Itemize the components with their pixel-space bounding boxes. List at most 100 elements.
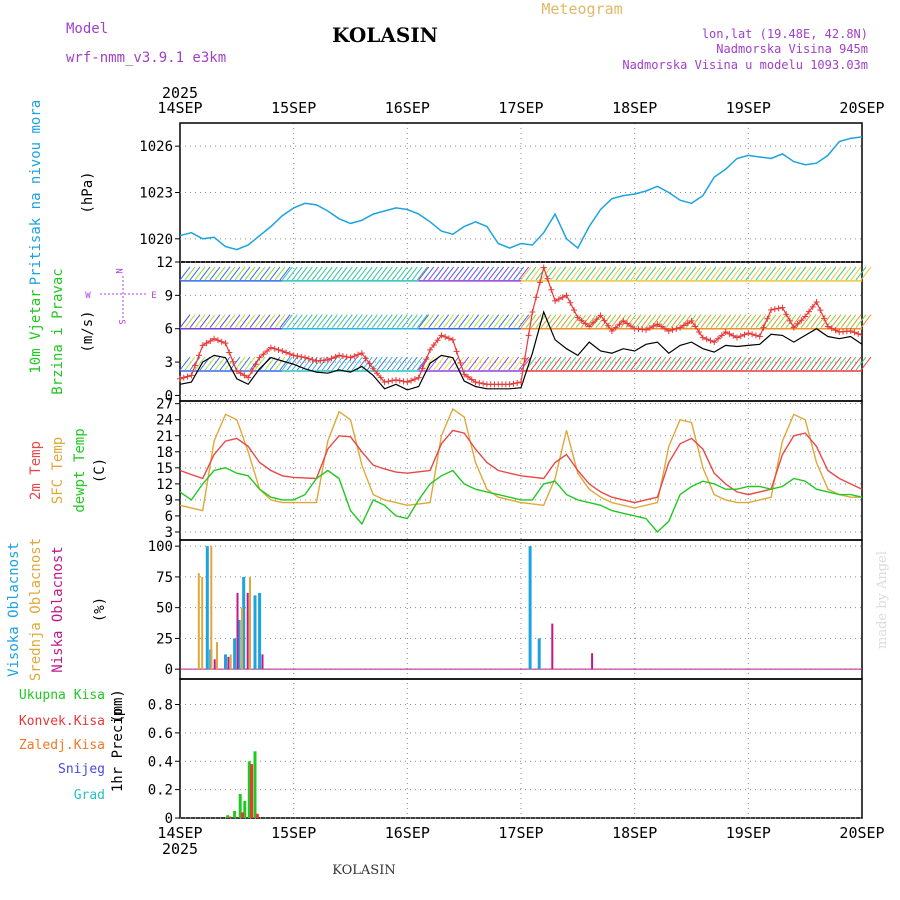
x-tick-label-top: 19SEP [726,99,771,117]
gust-marker [233,367,240,374]
y-tick-label: 0 [165,388,173,404]
gust-marker [665,327,672,334]
gust-marker [449,336,456,343]
wind-barb [730,356,742,371]
wind-barb [775,314,787,329]
gust-marker [832,327,839,334]
wind-barb [214,356,226,371]
gust-marker [430,342,437,349]
wind-barb [386,266,398,281]
wind-barb [411,266,423,281]
gust-marker [787,317,794,324]
y-axis-label: (hPa) [80,171,96,213]
wind-barb [730,266,742,281]
wind-barb [550,266,562,281]
wind-barb [810,266,822,281]
wind-barb [281,314,293,329]
wind-barb [840,314,852,329]
y-axis-label: Niska Oblacnost [50,546,66,672]
year-top: 2025 [162,84,198,102]
wind-barb [560,356,572,371]
y-tick-label: 100 [148,539,173,555]
precip-bar [233,810,237,818]
gust-marker [722,329,729,336]
gust-marker [237,370,244,377]
wind-barb [605,266,617,281]
compass-rose: N W E S [85,268,156,324]
legend-conv-precip: Konvek.Kisa [19,714,105,729]
wind-barb [346,356,358,371]
wind-barb [194,356,206,371]
cloud-bar [236,592,239,670]
gust-marker [324,356,331,363]
gust-marker [790,324,797,331]
credit-text: made by Angel [875,551,890,649]
wind-barb [700,356,712,371]
gust-marker [730,332,737,339]
wind-barb [810,356,822,371]
wind-barb [815,356,827,371]
wind-barb [700,314,712,329]
wind-barb [274,356,286,371]
wind-barb [423,266,435,281]
wind-barb [670,266,682,281]
wind-barb [790,356,802,371]
gust-marker [518,379,524,386]
gust-marker [252,361,259,368]
wind-barb [341,266,353,281]
wind-barb [179,314,191,329]
wind-barb [448,314,460,329]
wind-barb [795,356,807,371]
wind-barb [269,356,281,371]
wind-barb [508,314,520,329]
wind-barb [630,266,642,281]
wind-barb [640,356,652,371]
gust-marker [624,320,631,327]
wind-barb [850,356,862,371]
gust-marker [745,330,752,337]
gust-marker [480,380,487,387]
wind-barb [219,356,231,371]
cloud-bar [213,659,216,670]
wind-barb [518,266,530,281]
wind-barb [291,356,303,371]
gust-marker [385,378,392,385]
y-axis-label: (m/s) [80,310,96,352]
wind-barb [785,356,797,371]
wind-barb [381,266,393,281]
wind-barb [433,314,445,329]
cloud-bar [224,654,227,670]
wind-barb [645,314,657,329]
wind-barb [478,356,490,371]
wind-barb [254,314,266,329]
wind-barb [825,356,837,371]
wind-barb [498,266,510,281]
wind-barb [735,356,747,371]
wind-barb [620,356,632,371]
gust-marker [332,353,339,360]
wind-barb [269,266,281,281]
gust-marker [601,317,608,324]
elevation-text: Nadmorska Visina 945m [716,42,868,56]
gust-marker [525,332,532,339]
wind-barb [428,356,440,371]
wind-barb [229,356,241,371]
cloud-bar [229,654,232,670]
wind-barb [650,356,662,371]
wind-barb [443,266,455,281]
wind-barb [443,314,455,329]
wind-barb [725,266,737,281]
gust-marker [305,355,312,362]
gust-marker [548,286,555,293]
wind-barb [391,356,403,371]
wind-barb [860,356,872,371]
wind-barb [715,314,727,329]
wind-barb [825,266,837,281]
gust-marker [771,306,778,313]
y-axis-label: 2m Temp [28,441,44,500]
legend-snow: Snijeg [58,762,105,777]
gust-marker [286,350,293,357]
gust-marker [366,360,373,367]
wind-barb [331,266,343,281]
gust-marker [347,354,354,361]
